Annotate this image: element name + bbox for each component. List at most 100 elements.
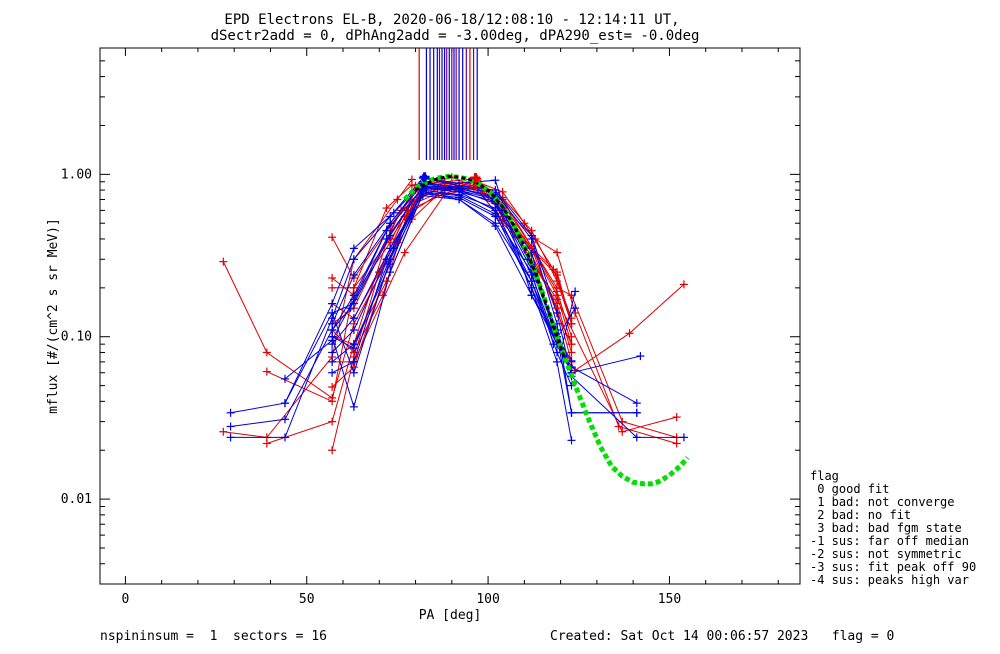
data-point <box>346 304 355 313</box>
legend-item: 0 good fit <box>810 482 889 496</box>
data-point <box>571 304 580 313</box>
data-point <box>552 248 561 257</box>
data-point <box>328 273 337 282</box>
data-point <box>349 244 358 253</box>
data-point <box>625 329 634 338</box>
y-axis-label: mflux [#/(cm^2 s sr MeV)] <box>46 218 61 414</box>
data-point <box>455 195 464 204</box>
data-point <box>386 219 395 228</box>
data-point <box>527 291 536 300</box>
data-point <box>349 270 358 279</box>
data-point <box>552 308 561 317</box>
series-line <box>331 191 572 441</box>
legend-item: 1 bad: not converge <box>810 495 955 509</box>
data-point <box>552 291 561 300</box>
peak-marker <box>470 172 481 183</box>
data-point <box>389 208 398 217</box>
data-point <box>491 222 500 231</box>
data-point <box>567 408 576 417</box>
data-point <box>567 436 576 445</box>
x-axis-label: PA [deg] <box>419 608 482 623</box>
data-point <box>632 433 641 442</box>
data-point <box>328 299 337 308</box>
fit-curve-green <box>402 173 690 487</box>
x-tick-label: 50 <box>299 592 315 607</box>
data-point <box>328 383 337 392</box>
data-point <box>349 326 358 335</box>
data-point <box>349 283 358 292</box>
chart-title-line1: EPD Electrons EL-B, 2020-06-18/12:08:10 … <box>224 12 679 28</box>
data-point <box>226 433 235 442</box>
legend-item: -2 sus: not symmetric <box>810 547 962 561</box>
data-point <box>349 368 358 377</box>
data-point <box>498 187 507 196</box>
data-point <box>567 340 576 349</box>
series-line <box>222 184 685 399</box>
data-point <box>262 348 271 357</box>
data-point <box>632 399 641 408</box>
data-point <box>328 417 337 426</box>
data-point <box>567 381 576 390</box>
data-point <box>328 233 337 242</box>
plot-area: 0 50 100 150 0.01 0.10 1.00 <box>61 47 801 607</box>
footer-right: Created: Sat Oct 14 00:06:57 2023 flag =… <box>550 629 894 644</box>
y-tick-label: 0.10 <box>61 330 92 345</box>
series-line <box>331 185 572 345</box>
data-point <box>407 180 416 189</box>
data-point <box>280 374 289 383</box>
data-point <box>219 257 228 266</box>
series-line <box>331 191 572 373</box>
y-tick-label: 0.01 <box>61 492 92 507</box>
data-point <box>280 433 289 442</box>
footer-left: nspininsum = 1 sectors = 16 <box>100 629 327 644</box>
data-point <box>349 314 358 323</box>
series-line <box>223 179 413 438</box>
chart-title-line2: dSectr2add = 0, dPhAng2add = -3.00deg, d… <box>211 28 700 44</box>
data-point <box>389 244 398 253</box>
data-point <box>400 248 409 257</box>
legend-item: -3 sus: fit peak off 90 <box>810 560 976 574</box>
data-point <box>567 319 576 328</box>
data-point <box>328 326 337 335</box>
legend-item: -4 sus: peaks high var <box>810 573 969 587</box>
data-point <box>632 408 641 417</box>
y-tick-label: 1.00 <box>61 167 92 182</box>
legend-item: 3 bad: bad fgm state <box>810 521 962 535</box>
data-point <box>328 368 337 377</box>
data-point <box>382 204 391 213</box>
data-point <box>491 212 500 221</box>
data-point <box>672 413 681 422</box>
data-point <box>552 348 561 357</box>
data-point <box>552 357 561 366</box>
data-point <box>349 357 358 366</box>
data-point <box>614 422 623 431</box>
data-point <box>280 399 289 408</box>
data-point <box>679 280 688 289</box>
data-point <box>328 283 337 292</box>
series-line <box>266 178 677 433</box>
data-point <box>328 332 337 341</box>
data-point <box>672 439 681 448</box>
data-point <box>226 408 235 417</box>
data-point <box>328 357 337 366</box>
data-point <box>280 415 289 424</box>
series-line <box>331 187 572 373</box>
data-point <box>679 433 688 442</box>
series-line <box>284 181 641 380</box>
series-line <box>331 176 572 325</box>
data-point <box>571 287 580 296</box>
data-point <box>328 308 337 317</box>
legend-item: -1 sus: far off median <box>810 534 969 548</box>
data-point <box>636 352 645 361</box>
data-point <box>262 439 271 448</box>
x-tick-label: 100 <box>476 592 499 607</box>
legend-title: flag <box>810 469 839 483</box>
x-tick-label: 0 <box>121 592 129 607</box>
data-point <box>382 234 391 243</box>
data-point <box>219 427 228 436</box>
data-point <box>226 422 235 431</box>
data-point <box>527 234 536 243</box>
data-point <box>349 255 358 264</box>
data-point <box>328 348 337 357</box>
